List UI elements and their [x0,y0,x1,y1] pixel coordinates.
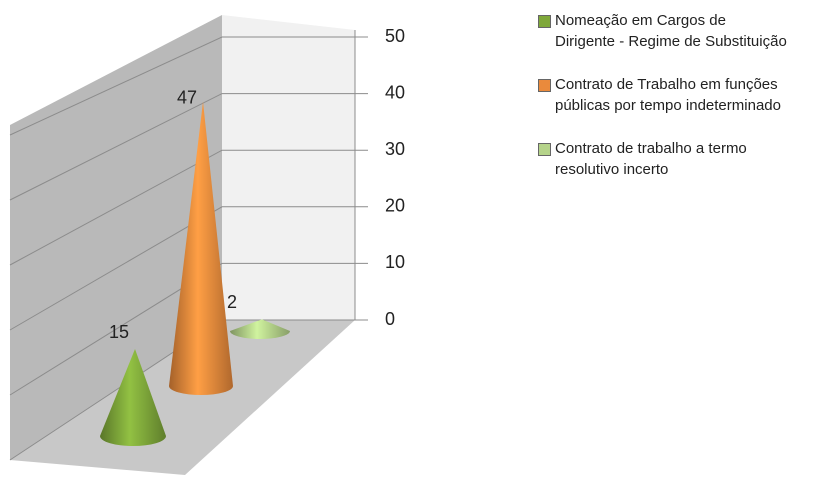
grid-line [9,206,368,331]
legend-swatch [538,143,551,156]
legend-item: Contrato de Trabalho em funções públicas… [538,74,808,116]
legend-item: Contrato de trabalho a termo resolutivo … [538,138,808,180]
y-tick-label: 10 [385,252,405,272]
cone [230,319,290,339]
legend-label: Nomeação em Cargos de Dirigente - Regime… [555,12,787,50]
grid-line [9,93,368,201]
y-tick-label: 50 [385,26,405,46]
y-tick-label: 40 [385,82,405,102]
side-wall [10,15,222,460]
grid-line [9,319,368,461]
y-tick-label: 0 [385,309,395,329]
grid-line [9,262,368,396]
data-label: 2 [227,292,237,312]
data-label: 47 [177,87,197,107]
legend-label: Contrato de trabalho a termo resolutivo … [555,140,747,178]
legend-label: Contrato de Trabalho em funções públicas… [555,76,781,114]
cone [169,101,233,396]
legend: Nomeação em Cargos de Dirigente - Regime… [538,10,808,202]
cone [100,349,166,446]
grid-line [9,149,368,266]
back-wall [222,15,355,320]
data-label: 15 [109,322,129,342]
legend-item: Nomeação em Cargos de Dirigente - Regime… [538,10,808,52]
y-tick-label: 30 [385,139,405,159]
y-tick-label: 20 [385,196,405,216]
legend-swatch [538,15,551,28]
legend-swatch [538,79,551,92]
floor [10,320,355,475]
grid-line [9,36,368,136]
